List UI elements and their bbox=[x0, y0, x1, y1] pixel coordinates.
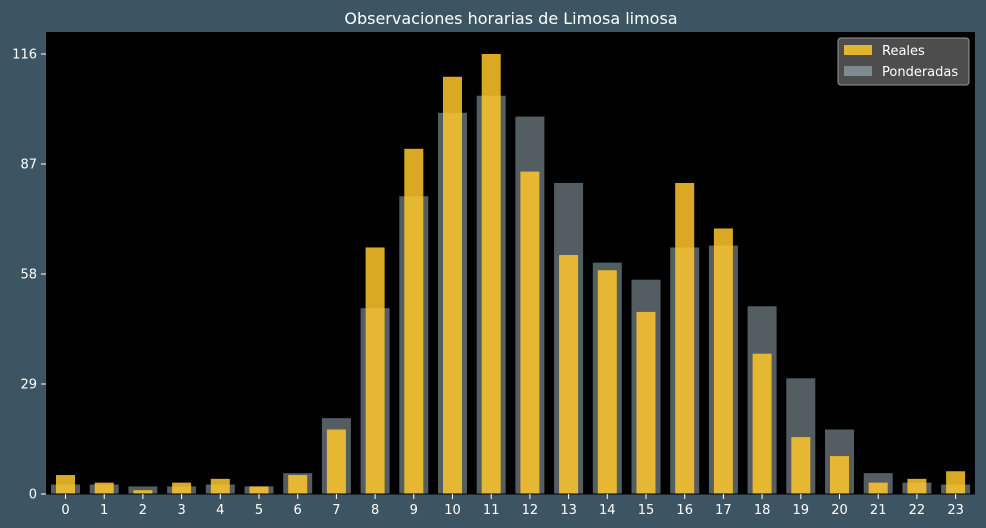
bar-reales-14 bbox=[597, 270, 617, 494]
x-tick-label: 5 bbox=[255, 503, 263, 518]
y-tick-label: 58 bbox=[20, 268, 37, 283]
bar-reales-12 bbox=[520, 171, 540, 494]
y-tick-label: 116 bbox=[12, 48, 37, 63]
x-tick-label: 9 bbox=[410, 503, 418, 518]
plot-area bbox=[46, 32, 975, 494]
x-tick-label: 16 bbox=[676, 503, 693, 518]
x-tick-label: 18 bbox=[754, 503, 771, 518]
x-tick-label: 20 bbox=[831, 503, 848, 518]
bar-reales-17 bbox=[713, 228, 733, 494]
x-tick-label: 7 bbox=[332, 503, 340, 518]
x-tick-label: 12 bbox=[522, 503, 539, 518]
y-tick-label: 0 bbox=[29, 488, 37, 503]
x-tick-label: 1 bbox=[100, 503, 108, 518]
bar-reales-2 bbox=[133, 490, 153, 494]
x-tick-label: 13 bbox=[560, 503, 577, 518]
legend-label-reales: Reales bbox=[882, 44, 925, 59]
bar-reales-3 bbox=[172, 482, 192, 494]
x-tick-label: 0 bbox=[61, 503, 69, 518]
chart-title: Observaciones horarias de Limosa limosa bbox=[344, 9, 677, 28]
x-tick-label: 10 bbox=[444, 503, 461, 518]
bar-reales-16 bbox=[675, 182, 695, 494]
bar-reales-21 bbox=[868, 482, 888, 494]
legend-swatch-ponderadas bbox=[844, 66, 872, 76]
bar-reales-22 bbox=[907, 478, 927, 494]
x-tick-label: 6 bbox=[294, 503, 302, 518]
bar-reales-4 bbox=[210, 478, 230, 494]
bar-reales-7 bbox=[326, 429, 346, 494]
bar-reales-6 bbox=[288, 475, 308, 494]
x-tick-label: 11 bbox=[483, 503, 500, 518]
bar-reales-13 bbox=[559, 255, 579, 494]
bar-reales-19 bbox=[791, 437, 811, 494]
x-tick-label: 2 bbox=[139, 503, 147, 518]
x-tick-label: 23 bbox=[947, 503, 964, 518]
y-tick-label: 87 bbox=[20, 158, 37, 173]
bar-reales-18 bbox=[752, 353, 772, 494]
x-tick-label: 15 bbox=[638, 503, 655, 518]
x-tick-label: 3 bbox=[177, 503, 185, 518]
legend-label-ponderadas: Ponderadas bbox=[882, 65, 958, 80]
bar-reales-11 bbox=[481, 54, 501, 494]
x-tick-label: 19 bbox=[793, 503, 810, 518]
y-tick-label: 29 bbox=[20, 378, 37, 393]
bars-layer bbox=[51, 54, 971, 495]
bar-reales-23 bbox=[946, 471, 966, 494]
x-tick-label: 4 bbox=[216, 503, 224, 518]
x-tick-label: 8 bbox=[371, 503, 379, 518]
bar-reales-15 bbox=[636, 311, 656, 494]
x-tick-label: 21 bbox=[870, 503, 887, 518]
bar-reales-5 bbox=[249, 486, 269, 494]
x-tick-label: 17 bbox=[715, 503, 732, 518]
x-tick-label: 22 bbox=[909, 503, 926, 518]
bar-reales-8 bbox=[365, 247, 385, 494]
bar-reales-1 bbox=[94, 482, 114, 494]
x-tick-label: 14 bbox=[599, 503, 616, 518]
legend-swatch-reales bbox=[844, 45, 872, 55]
bar-reales-10 bbox=[443, 76, 462, 495]
chart-legend: Reales Ponderadas bbox=[837, 37, 970, 86]
bar-reales-0 bbox=[56, 475, 75, 494]
bar-reales-9 bbox=[404, 148, 424, 495]
bar-reales-20 bbox=[830, 456, 849, 494]
